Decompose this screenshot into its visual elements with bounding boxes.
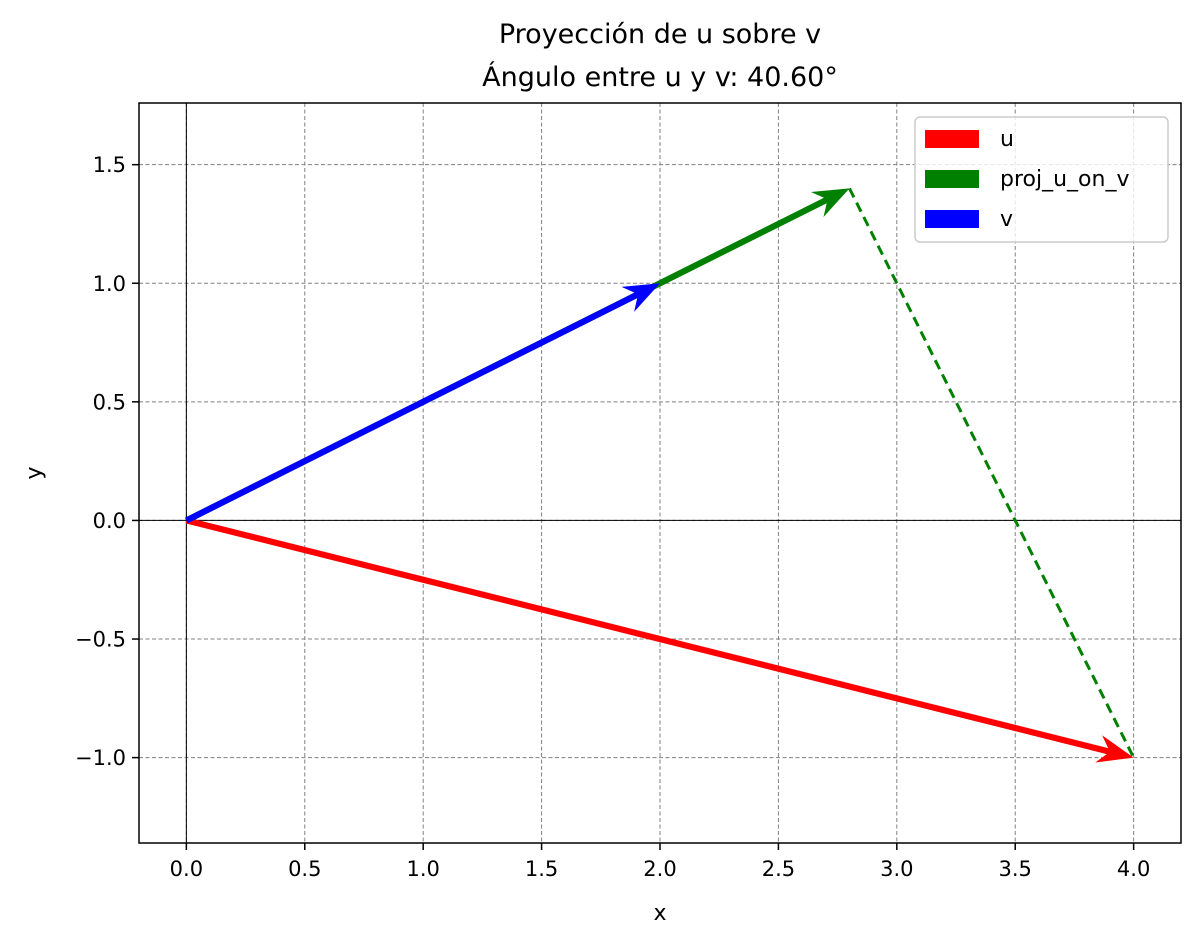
chart-title: Proyección de u sobre v <box>499 19 821 50</box>
x-tick-label: 3.0 <box>880 857 913 881</box>
vector-series <box>185 187 1135 763</box>
y-tick-label: 1.0 <box>93 272 126 296</box>
y-tick-label: −1.0 <box>75 746 126 770</box>
legend-swatch <box>925 210 979 228</box>
zero-axis-lines <box>139 103 1181 843</box>
y-tick-label: −0.5 <box>75 628 126 652</box>
y-tick-label: 1.5 <box>93 153 126 177</box>
chart-subtitle: Ángulo entre u y v: 40.60° <box>482 61 838 93</box>
legend: u proj_u_on_vv <box>914 116 1169 243</box>
vector-v <box>185 283 660 524</box>
vector-arrow-shape <box>185 283 660 524</box>
x-tick-label: 1.5 <box>525 857 558 881</box>
y-axis-label: y <box>22 466 47 479</box>
x-tick-label: 1.0 <box>406 857 439 881</box>
x-tick-label: 3.5 <box>999 857 1032 881</box>
x-tick-label: 4.0 <box>1117 857 1150 881</box>
x-axis-label: x <box>653 901 666 926</box>
vector-u <box>185 517 1134 763</box>
legend-label: u <box>1000 127 1014 152</box>
legend-swatch <box>925 170 979 188</box>
y-tick-label: 0.5 <box>93 390 126 414</box>
perpendicular-dashed-line <box>848 187 1135 759</box>
x-axis-ticks: 0.0 0.5 1.0 1.5 2.0 2.5 3.0 3.5 4.0 <box>170 843 1150 881</box>
vector-arrow-shape <box>185 517 1134 763</box>
x-tick-label: 0.5 <box>288 857 321 881</box>
x-tick-label: 2.5 <box>762 857 795 881</box>
x-tick-label: 2.0 <box>643 857 676 881</box>
legend-swatch <box>925 130 979 148</box>
y-tick-label: 0.0 <box>93 509 126 533</box>
x-tick-label: 0.0 <box>170 857 203 881</box>
legend-label: v <box>1000 207 1013 232</box>
y-axis-ticks: −1.0 −0.5 0.0 0.5 1.0 1.5 <box>75 153 139 770</box>
legend-label: proj_u_on_v <box>1000 167 1129 192</box>
